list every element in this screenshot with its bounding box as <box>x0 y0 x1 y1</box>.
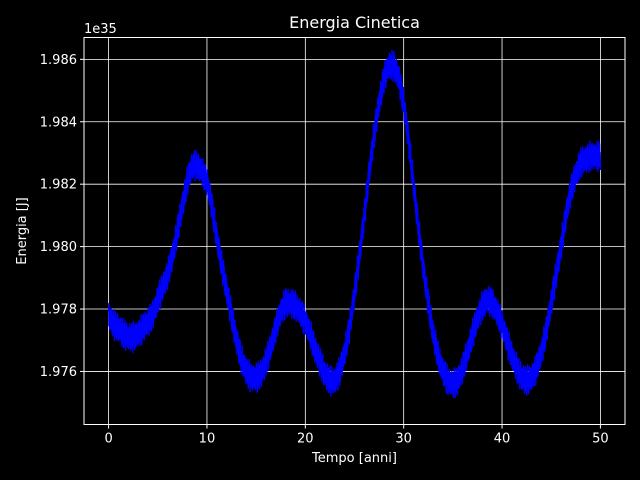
x-tick-label: 40 <box>494 432 511 447</box>
y-tick-label: 1.976 <box>40 365 77 380</box>
x-tick-label: 50 <box>592 432 609 447</box>
x-tick-label: 30 <box>395 432 412 447</box>
plot-frame <box>83 37 626 425</box>
series-line-0 <box>107 49 602 399</box>
x-axis-ticks: 0 10 20 30 40 50 <box>104 424 609 447</box>
y-axis-label: Energia [J] <box>15 197 30 265</box>
series-layer <box>107 49 602 399</box>
x-tick-label: 0 <box>104 432 112 447</box>
y-tick-label: 1.986 <box>40 53 77 68</box>
y-offset-label: 1e35 <box>84 22 117 37</box>
x-tick-label: 20 <box>297 432 314 447</box>
y-axis-ticks: 1.976 1.978 1.980 1.982 1.984 1.986 <box>40 53 84 380</box>
y-tick-label: 1.978 <box>40 303 77 318</box>
y-tick-label: 1.982 <box>40 178 77 193</box>
y-tick-label: 1.980 <box>40 240 77 255</box>
chart-title: Energia Cinetica <box>289 13 420 32</box>
x-tick-label: 10 <box>199 432 216 447</box>
x-axis-label: Tempo [anni] <box>311 451 397 466</box>
y-tick-label: 1.984 <box>40 115 77 130</box>
grid <box>84 37 625 425</box>
